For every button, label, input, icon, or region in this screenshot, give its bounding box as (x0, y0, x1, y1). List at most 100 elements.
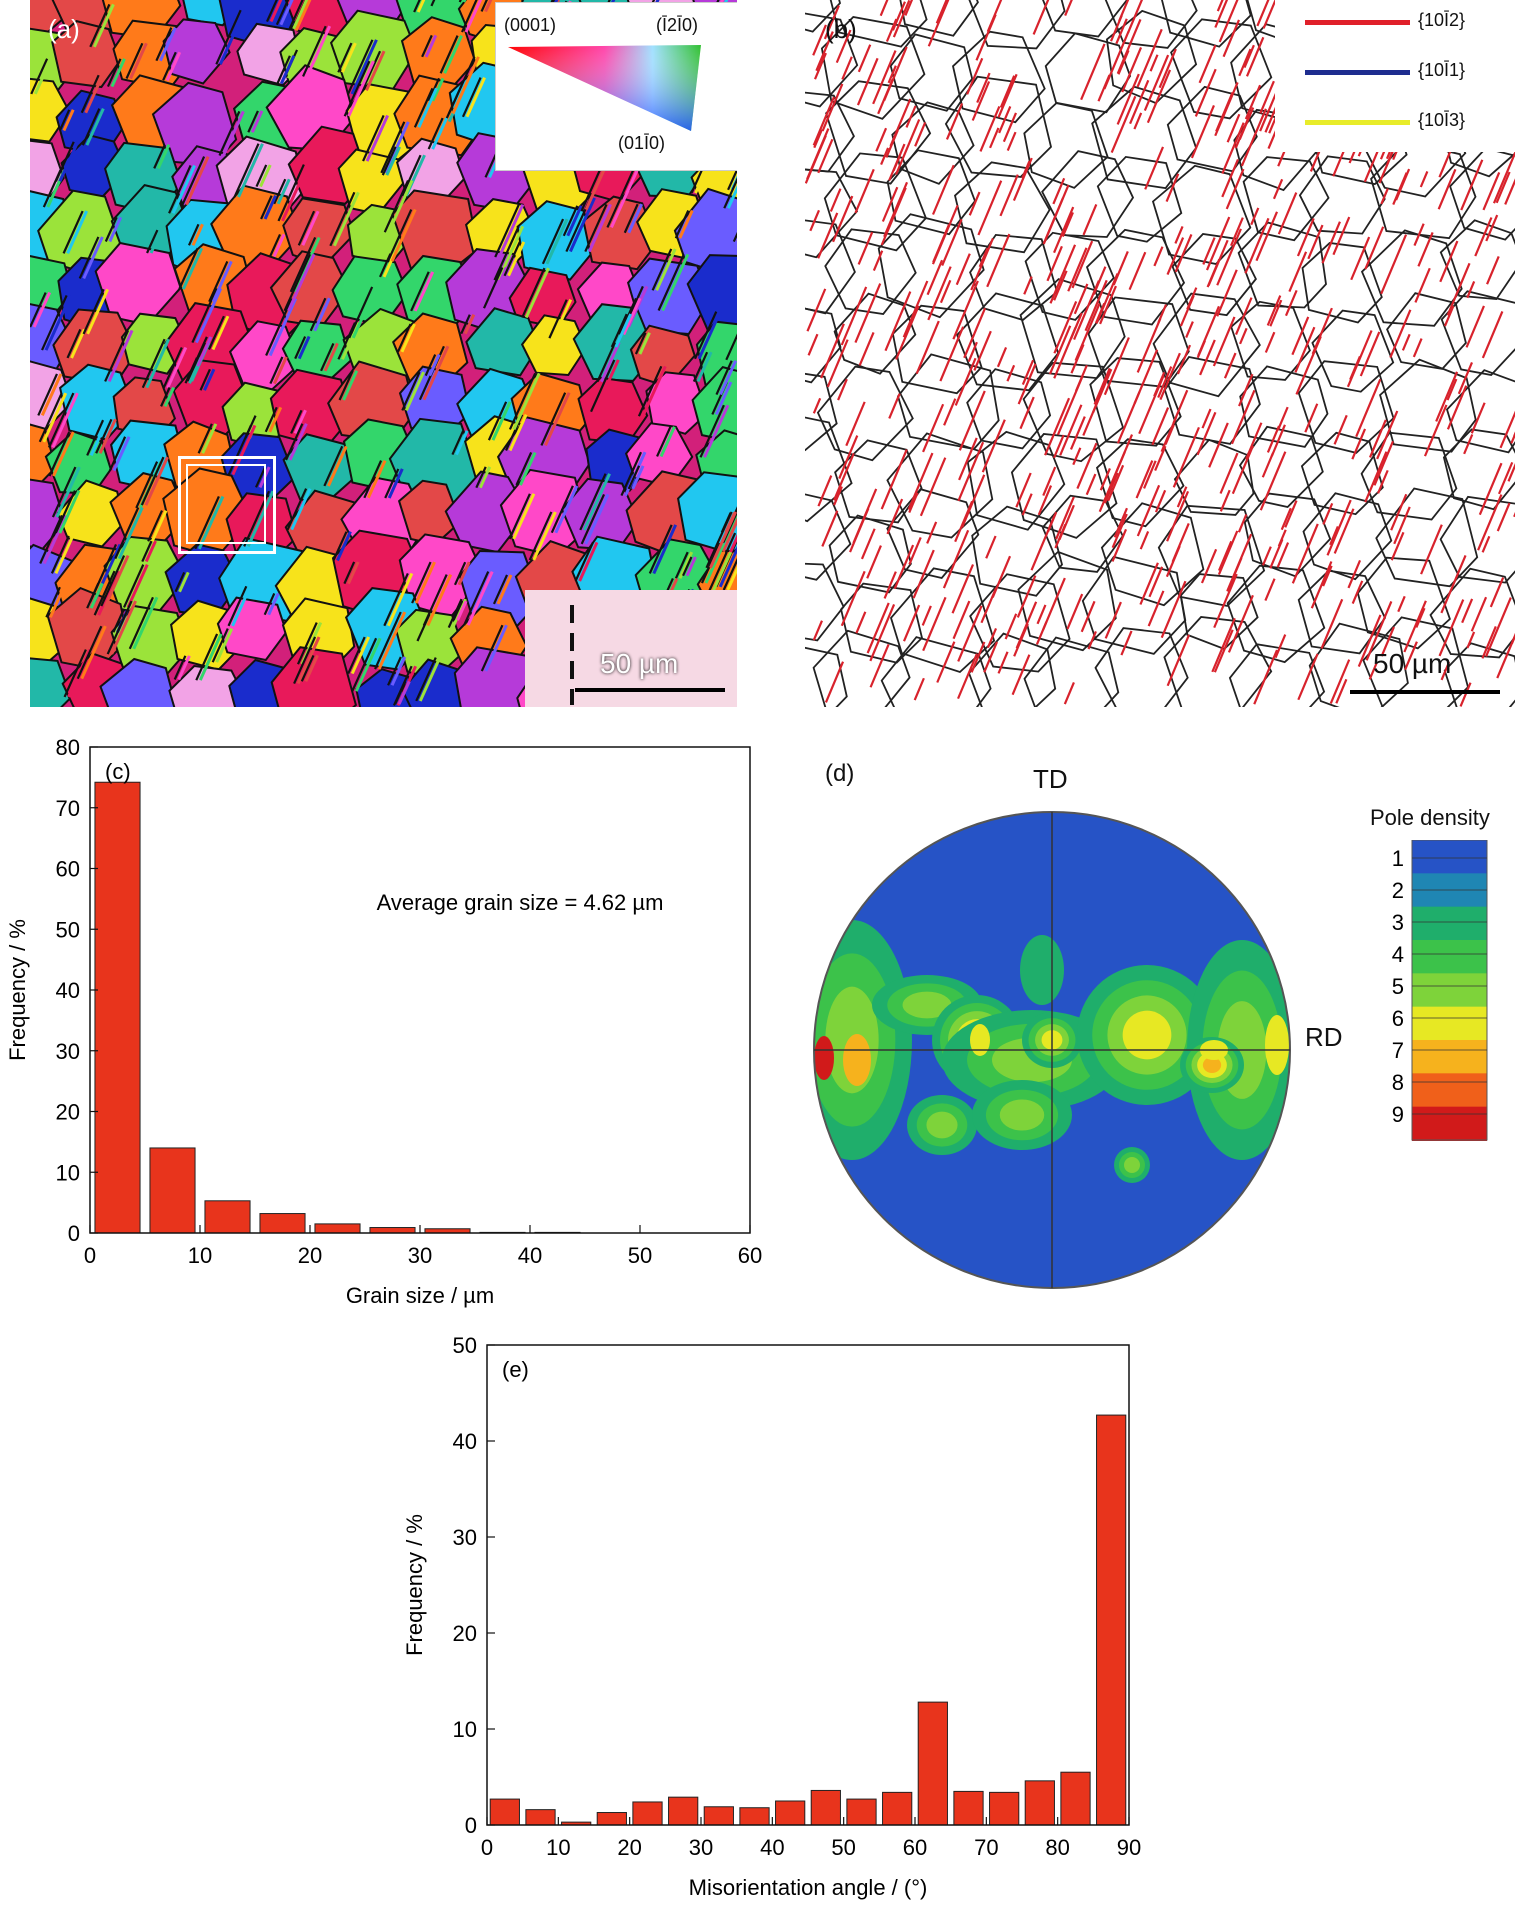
twin-lamella (727, 167, 737, 191)
histogram-bar (369, 1227, 416, 1234)
twin-boundary-1012 (886, 498, 904, 535)
twin-boundary-1012 (915, 320, 940, 375)
twin-boundary-1012 (1111, 528, 1128, 562)
twin-lamella (33, 58, 53, 95)
twin-lamella (211, 628, 229, 663)
twin-boundary-1012 (958, 390, 986, 451)
twin-lamella (365, 50, 386, 91)
panel-label: (e) (502, 1357, 529, 1382)
twin-lamella (404, 371, 425, 412)
twin-boundary-1012 (881, 186, 899, 222)
grain-boundary (1022, 361, 1125, 463)
grain-boundary (1042, 0, 1129, 38)
twin-lamella (452, 600, 464, 621)
x-tick-label: 30 (689, 1835, 713, 1860)
twin-lamella (497, 204, 525, 258)
legend-line-1011 (1305, 70, 1410, 75)
twin-boundary-1012 (1139, 531, 1150, 550)
twin-boundary-1012 (866, 545, 882, 579)
twin-boundary-1012 (1231, 445, 1254, 495)
twin-lamella (491, 401, 512, 441)
twin-boundary-1012 (1190, 104, 1215, 159)
twin-lamella (82, 288, 105, 335)
twin-boundary-1012 (1151, 407, 1170, 446)
twin-boundary-1012 (1113, 507, 1128, 538)
y-tick-label: 30 (453, 1525, 477, 1550)
twin-boundary-1012 (1310, 561, 1333, 609)
twin-boundary-1012 (1357, 614, 1382, 667)
twin-boundary-1012 (857, 44, 872, 73)
colorbar-band (1412, 840, 1487, 875)
twin-lamella (106, 58, 122, 88)
twin-lamella (222, 110, 245, 157)
grain-boundary (1311, 309, 1395, 393)
twin-lamella (49, 586, 66, 618)
grain-boundary (805, 562, 845, 642)
histogram-bar (204, 1200, 251, 1234)
grain (645, 371, 709, 435)
x-tick-label: 50 (831, 1835, 855, 1860)
x-tick-label: 10 (188, 1243, 212, 1268)
twin-lamella (532, 511, 557, 561)
twin-boundary-1012 (945, 103, 964, 140)
twin-lamella (726, 565, 737, 591)
twin-boundary-1012 (1460, 159, 1484, 211)
twin-lamella (659, 426, 676, 458)
twin-lamella (84, 74, 105, 114)
twin-lamella (269, 0, 283, 23)
twin-lamella (678, 551, 694, 579)
twin-boundary-1012 (1259, 80, 1275, 114)
grain-boundary (1445, 369, 1515, 454)
twin-lamella (343, 60, 371, 117)
twin-boundary-1012 (1146, 69, 1172, 124)
twin-lamella (128, 596, 154, 650)
grain-size-histogram: 0 10 20 30 40 50 60 0 10 20 30 40 50 60 70 80 Grain size… (5, 735, 762, 1308)
twin-lamella (293, 409, 307, 435)
twin-boundary-1012 (996, 347, 1008, 368)
twin-boundary-1012 (1112, 250, 1129, 286)
grain (51, 20, 122, 89)
twin-boundary-1012 (1221, 122, 1245, 174)
twin-boundary-1012 (967, 341, 978, 363)
twin-lamella (288, 0, 304, 30)
twin-boundary-1012 (1216, 228, 1242, 286)
scale-bar-b-label: 50 µm (1373, 648, 1452, 679)
twin-lamella (89, 3, 111, 48)
twin-boundary-1012 (1047, 511, 1058, 532)
twin-lamella (554, 485, 579, 534)
twin-lamella (76, 625, 103, 680)
twin-lamella (515, 452, 533, 486)
twin-boundary-1012 (888, 393, 901, 419)
twin-boundary-1012 (880, 147, 890, 165)
twin-lamella (112, 610, 125, 633)
histogram-bar (810, 1789, 841, 1826)
twin-boundary-1012 (957, 605, 983, 662)
twin-boundary-1012 (1350, 236, 1371, 281)
region-box (178, 456, 276, 554)
twin-lamella (227, 424, 252, 476)
twin-boundary-1012 (1380, 626, 1395, 657)
twin-boundary-1012 (1288, 251, 1308, 292)
twin-boundary-1012 (1200, 548, 1218, 584)
twin-boundary-1012 (872, 50, 897, 105)
twin-lamella (566, 205, 583, 237)
twin-boundary-1012 (1440, 661, 1451, 681)
twin-lamella (168, 165, 192, 214)
grain-boundary (1085, 228, 1186, 326)
twin-boundary-1012 (1485, 214, 1499, 242)
twin-lamella (413, 87, 434, 128)
legend-label-1011: {10Ī1} (1418, 60, 1466, 80)
twin-lamella (709, 511, 737, 569)
twin-boundary-1012 (812, 620, 823, 641)
twin-boundary-1012 (1380, 234, 1408, 295)
twin-boundary-1012 (1329, 526, 1339, 546)
twin-lamella (692, 351, 709, 382)
twin-boundary-1012 (1160, 580, 1187, 639)
twin-boundary-1012 (1466, 631, 1476, 649)
twin-lamella (47, 392, 75, 448)
twin-lamella (141, 540, 153, 563)
twin-lamella (410, 271, 430, 312)
twin-lamella (641, 365, 667, 417)
twin-boundary-1012 (1214, 82, 1239, 137)
twin-boundary-1012 (1092, 368, 1113, 413)
